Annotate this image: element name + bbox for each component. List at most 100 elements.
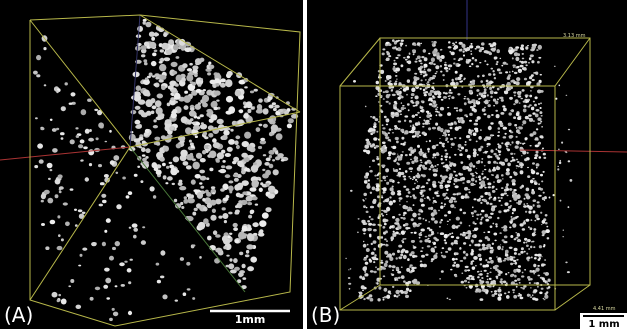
particle: [523, 68, 526, 71]
particle: [465, 141, 467, 143]
particle: [89, 129, 92, 132]
particle: [372, 257, 376, 261]
particle: [480, 80, 483, 83]
particle: [440, 107, 444, 111]
particle: [452, 245, 453, 246]
particle: [420, 106, 422, 108]
particle: [465, 149, 468, 152]
particle: [404, 238, 406, 240]
particle: [483, 265, 487, 268]
particle: [434, 246, 436, 248]
particle: [429, 229, 433, 232]
particle: [472, 215, 474, 217]
particle: [485, 100, 488, 102]
particle: [203, 89, 206, 91]
particle: [500, 278, 503, 280]
particle: [50, 220, 56, 225]
particle: [541, 256, 542, 257]
particle: [512, 191, 515, 194]
particle: [473, 279, 475, 281]
particle: [496, 162, 498, 164]
particle: [492, 249, 494, 250]
particle: [404, 120, 406, 122]
particle: [502, 178, 504, 179]
particle: [449, 164, 452, 167]
particle: [520, 166, 522, 168]
particle: [530, 296, 533, 298]
particle: [463, 212, 466, 214]
particle: [477, 289, 481, 293]
particle: [381, 197, 383, 199]
particle: [393, 106, 397, 109]
particle: [235, 239, 239, 243]
particle: [476, 168, 477, 169]
particle: [399, 89, 400, 90]
particle: [367, 244, 369, 246]
particle: [142, 141, 146, 144]
particle: [420, 250, 423, 252]
particle: [153, 125, 158, 128]
particle: [431, 164, 433, 166]
particle: [520, 142, 522, 144]
particle: [518, 265, 521, 268]
particle: [471, 261, 473, 263]
particle: [213, 107, 218, 110]
particle: [368, 152, 370, 154]
particle: [180, 257, 184, 261]
particle: [420, 199, 424, 203]
particle: [438, 92, 442, 96]
particle: [262, 212, 269, 218]
particle: [415, 96, 419, 100]
particle: [480, 186, 482, 188]
particle: [407, 68, 411, 71]
particle: [385, 80, 387, 82]
particle: [404, 291, 408, 294]
particle: [386, 51, 389, 53]
particle: [508, 291, 510, 293]
particle: [58, 294, 61, 296]
particle: [520, 65, 524, 68]
particle: [479, 178, 482, 180]
particle: [480, 202, 482, 204]
particle: [491, 207, 495, 211]
particle: [540, 122, 542, 124]
particle: [494, 77, 496, 79]
particle: [407, 79, 410, 82]
particle: [487, 182, 491, 185]
particle: [497, 157, 499, 159]
particle: [570, 179, 573, 182]
particle: [76, 305, 82, 309]
particle: [503, 62, 507, 65]
particle: [187, 68, 192, 71]
particle: [367, 228, 371, 231]
particle: [509, 50, 513, 54]
particle: [269, 105, 274, 109]
particle: [497, 150, 499, 151]
particle: [150, 186, 155, 191]
particle: [131, 110, 137, 114]
particle: [33, 71, 38, 75]
particle: [516, 216, 519, 218]
particle: [384, 238, 387, 240]
particle: [452, 258, 455, 261]
particle: [109, 130, 112, 133]
particle: [350, 268, 352, 269]
particle: [153, 195, 156, 199]
particle: [375, 95, 377, 97]
particle: [409, 53, 411, 54]
particle: [157, 94, 163, 99]
particle: [543, 298, 545, 299]
particle: [365, 262, 368, 265]
particle: [235, 205, 238, 208]
particle: [523, 205, 527, 207]
particle: [442, 74, 445, 76]
particle: [208, 62, 211, 65]
particle: [386, 124, 388, 126]
particle: [239, 252, 243, 256]
particle: [415, 161, 418, 163]
particle: [211, 186, 215, 189]
particle: [557, 166, 559, 167]
particle: [481, 158, 483, 160]
particle: [441, 202, 443, 204]
particle: [85, 177, 89, 181]
